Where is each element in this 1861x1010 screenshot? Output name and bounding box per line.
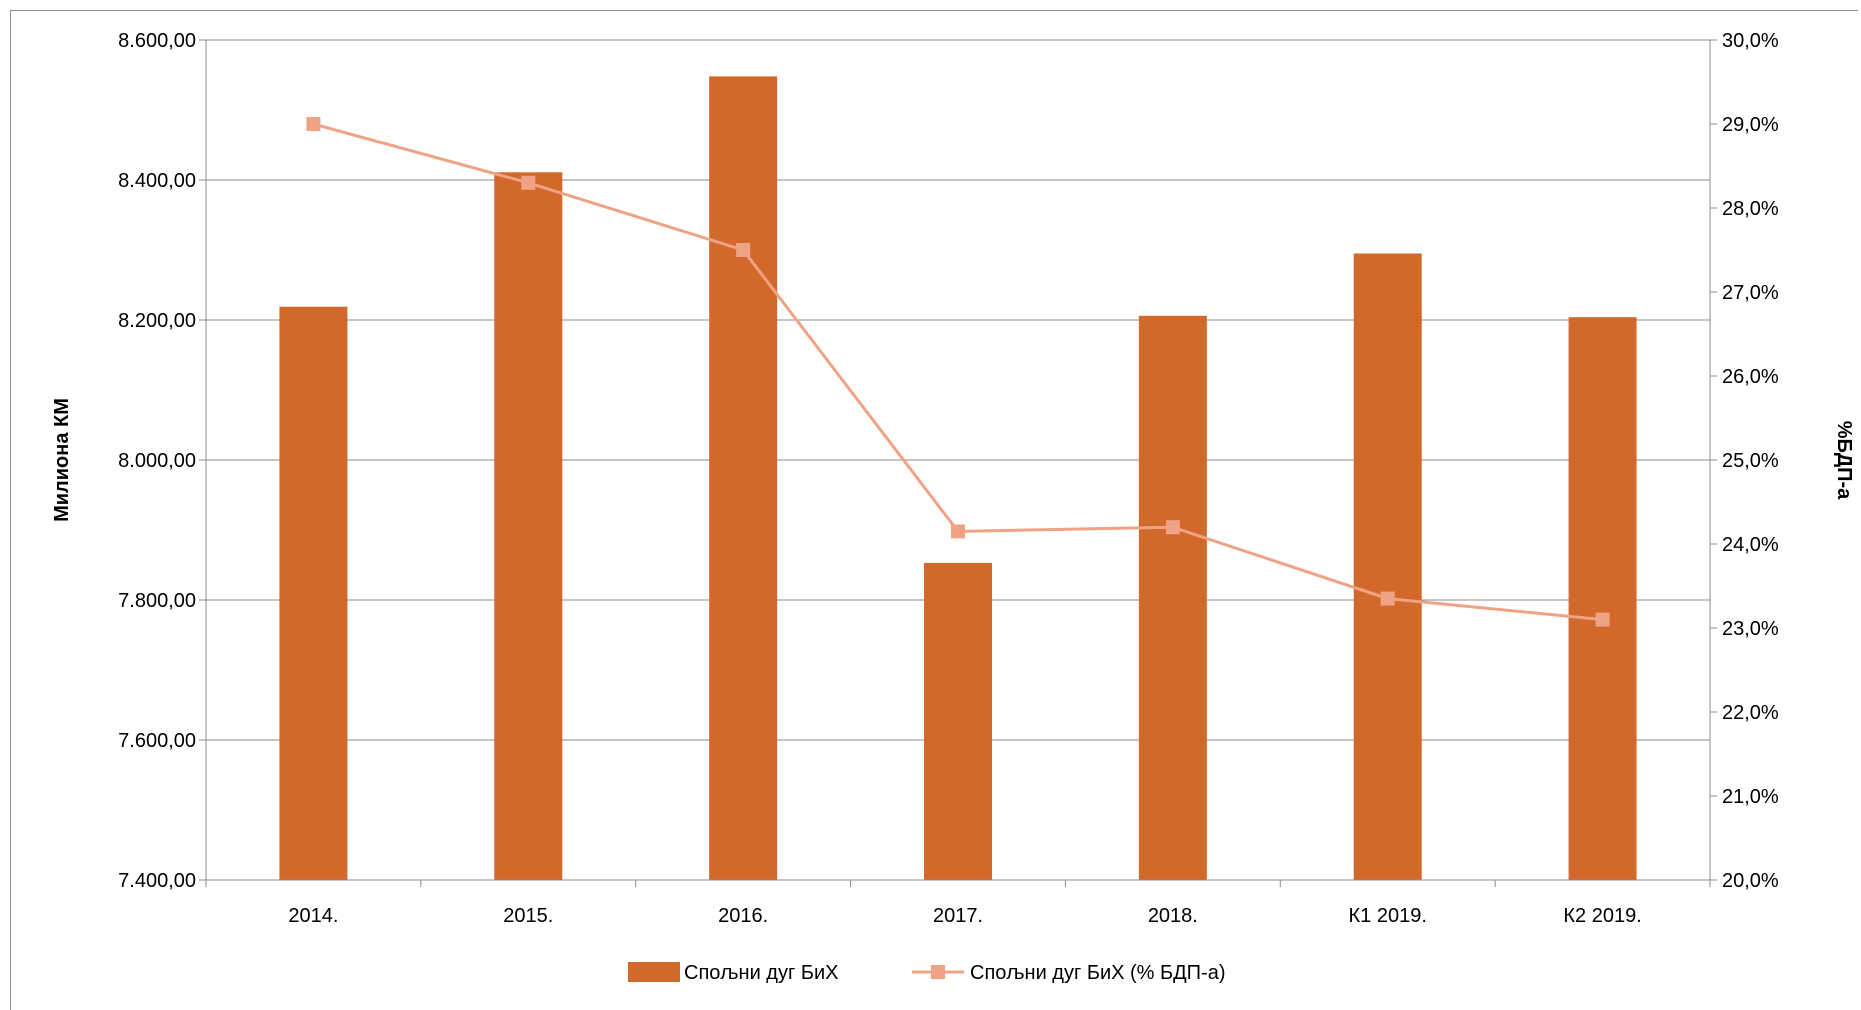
line-point — [1595, 612, 1610, 627]
x-tick-label: 2018. — [1148, 905, 1198, 927]
bar-series — [279, 76, 1637, 881]
left-tick-label: 7.600,00 — [118, 730, 196, 752]
bar — [1568, 317, 1637, 880]
right-tick-label: 29,0% — [1722, 114, 1779, 136]
left-tick-label: 8.000,00 — [118, 450, 196, 472]
right-tick-label: 21,0% — [1722, 786, 1779, 808]
line-point — [1380, 591, 1395, 606]
right-tick-label: 20,0% — [1722, 870, 1779, 892]
bar — [279, 306, 348, 880]
line-point — [521, 175, 536, 190]
bar — [1138, 315, 1207, 880]
left-tick-label: 8.600,00 — [118, 30, 196, 52]
legend-bar-swatch — [628, 962, 680, 982]
bar — [494, 172, 563, 881]
x-tick-label: 2017. — [933, 905, 983, 927]
right-tick-label: 23,0% — [1722, 618, 1779, 640]
legend-bar-label: Спољни дуг БиХ — [684, 962, 838, 984]
legend-line-label: Спољни дуг БиХ (% БДП-а) — [970, 962, 1226, 984]
right-tick-label: 30,0% — [1722, 30, 1779, 52]
right-tick-label: 22,0% — [1722, 702, 1779, 724]
right-tick-label: 25,0% — [1722, 450, 1779, 472]
bar — [924, 562, 992, 880]
bar — [709, 76, 778, 880]
chart-frame — [10, 10, 1858, 1010]
right-tick-label: 28,0% — [1722, 198, 1779, 220]
line-point — [951, 524, 965, 539]
legend: Спољни дуг БиХ Спољни дуг БиХ (% БДП-а) — [628, 962, 1226, 984]
x-tick-label: 2016. — [718, 905, 768, 927]
line-point — [306, 117, 321, 131]
right-tick-label: 26,0% — [1722, 366, 1779, 388]
x-tick-label: К1 2019. — [1349, 905, 1427, 927]
legend-line-marker — [931, 965, 945, 979]
left-axis-ticks: 7.400,00 7.600,00 7.800,00 8.000,00 8.200,00… — [118, 30, 206, 892]
line-point — [1165, 520, 1180, 535]
bar — [1353, 253, 1422, 880]
line-series — [306, 117, 1610, 627]
left-axis-title: Милиона КМ — [51, 398, 73, 522]
x-tick-label: 2015. — [503, 905, 553, 927]
line-point — [736, 243, 751, 257]
right-axis-title: %БДП-а — [1833, 421, 1855, 500]
x-tick-label: 2014. — [288, 905, 338, 927]
x-axis-ticks: 2014. 2015. 2016. 2017. 2018. К1 2019. К2 2019… — [205, 880, 1711, 927]
right-axis-ticks: 20,0% 21,0% 22,0% 23,0% 24,0% 25,0% 26,0% 27,0%… — [1710, 30, 1779, 892]
left-tick-label: 8.200,00 — [118, 310, 196, 332]
right-tick-label: 27,0% — [1722, 282, 1779, 304]
left-tick-label: 7.400,00 — [118, 870, 196, 892]
left-tick-label: 7.800,00 — [118, 590, 196, 612]
x-tick-label: К2 2019. — [1563, 905, 1641, 927]
right-tick-label: 24,0% — [1722, 534, 1779, 556]
left-tick-label: 8.400,00 — [118, 170, 196, 192]
